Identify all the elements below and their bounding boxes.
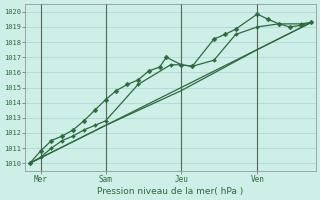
X-axis label: Pression niveau de la mer( hPa ): Pression niveau de la mer( hPa ) xyxy=(98,187,244,196)
